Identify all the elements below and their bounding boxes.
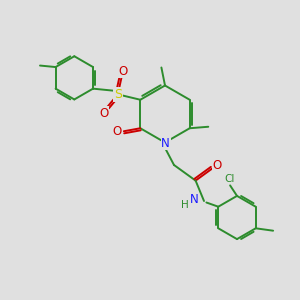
Text: O: O xyxy=(99,107,108,120)
Text: O: O xyxy=(118,65,128,78)
Text: H: H xyxy=(181,200,188,210)
Text: O: O xyxy=(112,125,122,138)
Text: N: N xyxy=(161,136,170,150)
Text: Cl: Cl xyxy=(224,174,235,184)
Text: N: N xyxy=(190,193,199,206)
Text: O: O xyxy=(213,159,222,172)
Text: S: S xyxy=(114,88,122,101)
